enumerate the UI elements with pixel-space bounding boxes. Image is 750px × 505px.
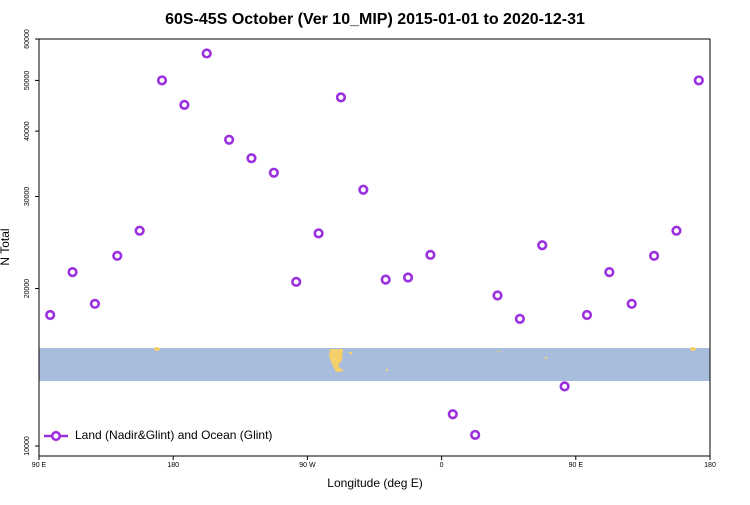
point bbox=[134, 225, 145, 236]
point bbox=[89, 298, 101, 309]
point bbox=[45, 309, 56, 321]
plot-frame bbox=[38, 38, 711, 457]
point bbox=[291, 276, 302, 287]
point bbox=[335, 92, 347, 103]
ocean-band bbox=[39, 348, 710, 381]
land-marks bbox=[154, 347, 696, 372]
point bbox=[425, 249, 436, 260]
legend-label: Land (Nadir&Glint) and Ocean (Glint) bbox=[75, 428, 272, 442]
point bbox=[156, 75, 168, 86]
x-tick-label: 90 E bbox=[569, 462, 584, 469]
point bbox=[313, 228, 324, 239]
point bbox=[581, 309, 593, 321]
point bbox=[492, 290, 503, 301]
point bbox=[268, 167, 279, 178]
x-tick-label: 90 E bbox=[32, 462, 47, 469]
y-tick-label: 10000 bbox=[24, 436, 31, 456]
point bbox=[201, 48, 212, 59]
x-tick-label: 90 W bbox=[299, 462, 316, 469]
point bbox=[447, 409, 458, 420]
y-tick-label: 30000 bbox=[24, 187, 31, 207]
point bbox=[380, 274, 391, 285]
point bbox=[514, 313, 525, 324]
y-tick-label: 60000 bbox=[24, 29, 31, 49]
point bbox=[224, 134, 235, 145]
x-axis-label: Longitude (deg E) bbox=[327, 476, 422, 490]
y-tick-label: 40000 bbox=[24, 121, 31, 141]
point bbox=[693, 75, 704, 86]
y-axis-label: N Total bbox=[0, 228, 12, 265]
legend-marker bbox=[50, 430, 62, 442]
point bbox=[67, 267, 78, 278]
x-tick-label: 0 bbox=[440, 462, 444, 469]
y-tick-label: 20000 bbox=[24, 279, 31, 299]
point bbox=[537, 240, 548, 251]
point bbox=[671, 225, 682, 236]
x-tick-label: 180 bbox=[704, 462, 716, 469]
y-tick-label: 50000 bbox=[24, 71, 31, 91]
point bbox=[112, 250, 123, 261]
x-tick-label: 180 bbox=[167, 462, 179, 469]
chart-title: 60S-45S October (Ver 10_MIP) 2015-01-01 … bbox=[165, 11, 585, 28]
point bbox=[246, 153, 257, 164]
point bbox=[402, 272, 414, 283]
point bbox=[648, 250, 660, 261]
point bbox=[604, 267, 615, 278]
point bbox=[358, 184, 369, 195]
point bbox=[470, 429, 481, 441]
point bbox=[626, 298, 637, 309]
point bbox=[559, 381, 570, 392]
point bbox=[179, 99, 190, 110]
